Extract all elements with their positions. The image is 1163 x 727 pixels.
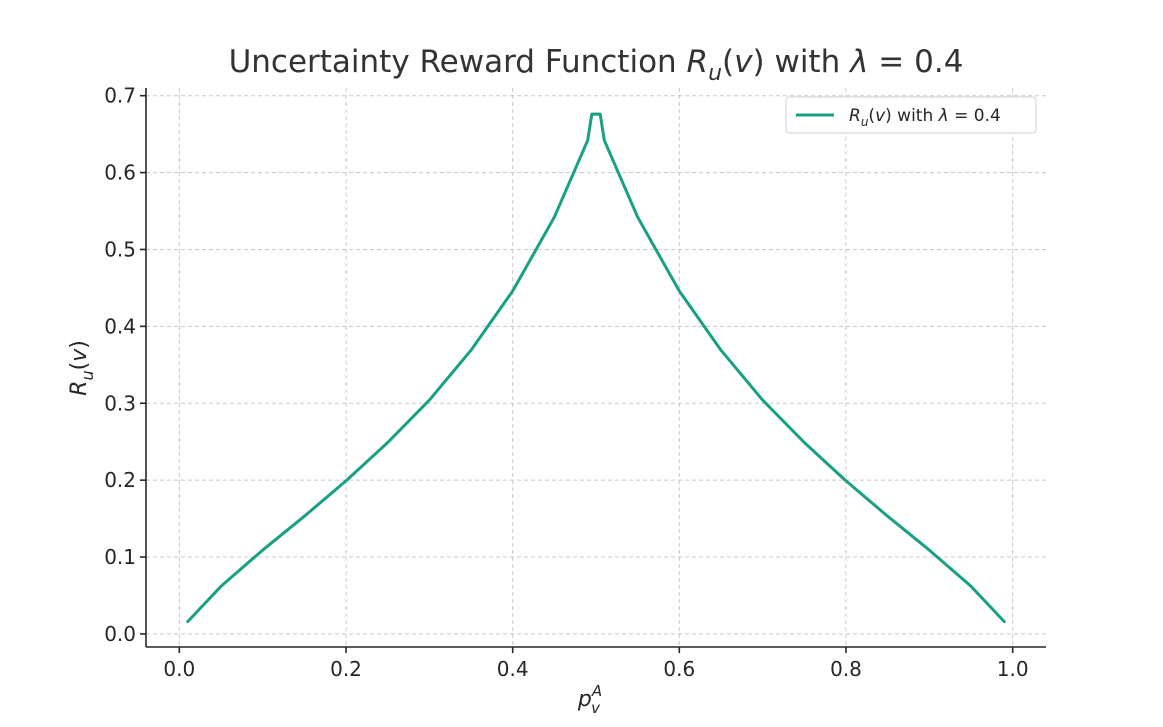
series-layer	[186, 112, 1006, 624]
x-tick-label: 0.8	[830, 657, 862, 681]
chart-title: Uncertainty Reward Function Ru(v) with λ…	[229, 44, 964, 86]
y-tick-label: 0.3	[104, 391, 136, 415]
ticks: 0.0 0.2 0.4 0.6 0.8 1.0 0.0 0.1 0.2 0.3 0.4 0.5 0.6 0…	[104, 84, 1028, 681]
grid	[146, 88, 1046, 647]
legend-label: Ru(v) with λ = 0.4	[849, 106, 1001, 129]
series-line	[186, 112, 1006, 624]
y-tick-label: 0.4	[104, 314, 136, 338]
x-tick-label: 0.2	[330, 657, 362, 681]
x-tick-label: 0.0	[163, 657, 195, 681]
legend-box	[785, 96, 1037, 134]
legend: Ru(v) with λ = 0.4	[785, 96, 1037, 134]
y-tick-label: 0.0	[104, 622, 136, 646]
x-tick-label: 1.0	[997, 657, 1029, 681]
x-tick-label: 0.6	[663, 657, 695, 681]
x-axis-label: pA v	[577, 682, 602, 717]
x-tick-label: 0.4	[497, 657, 529, 681]
y-axis-label: Ru(v)	[67, 340, 97, 396]
y-tick-label: 0.6	[104, 161, 136, 185]
y-tick-label: 0.7	[104, 84, 136, 108]
y-tick-label: 0.1	[104, 545, 136, 569]
axes	[145, 88, 1046, 648]
y-tick-label: 0.5	[104, 237, 136, 261]
y-tick-label: 0.2	[104, 468, 136, 492]
